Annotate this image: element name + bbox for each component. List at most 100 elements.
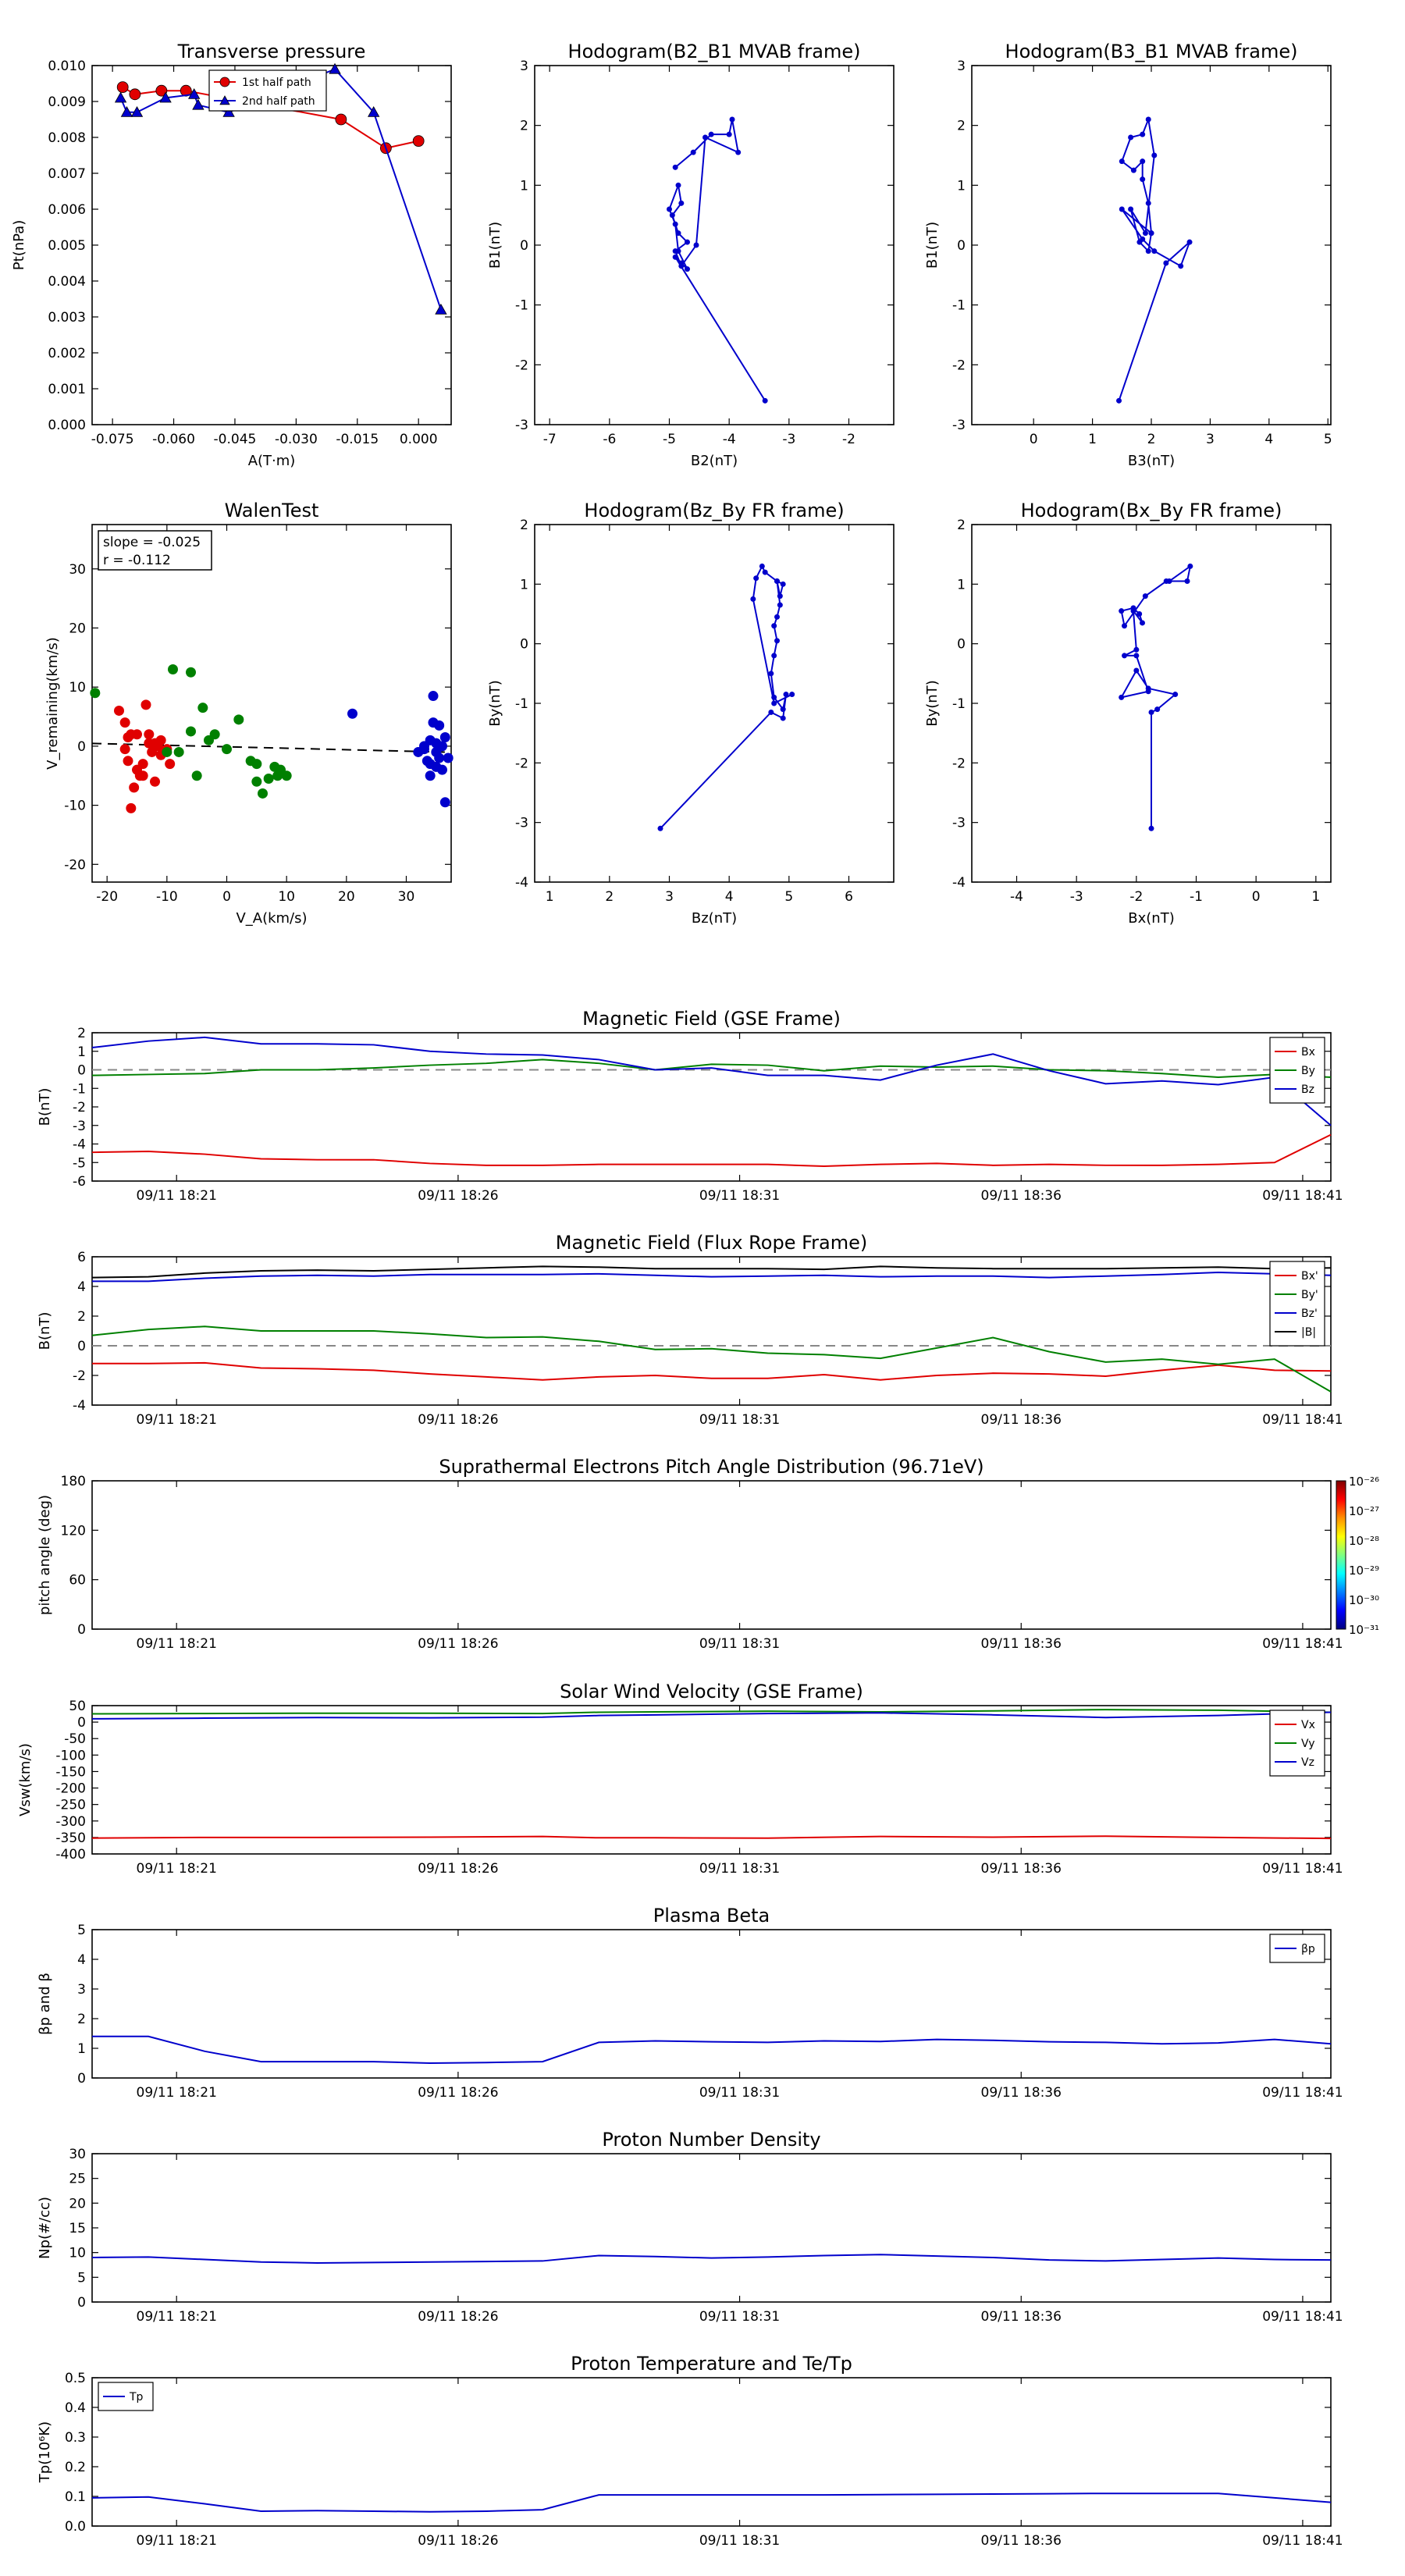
x-tick-label: -2: [1129, 889, 1143, 905]
data-point: [672, 248, 678, 254]
data-point: [1140, 620, 1145, 626]
data-point: [251, 776, 262, 787]
chart-h3: Hodogram(Bz_By FR frame) -4 -3 -2 -1 0 1 2 1 2 3 4 5…: [487, 500, 895, 927]
y-axis-label: βp and β: [37, 1973, 53, 2035]
chart-title: Proton Number Density: [602, 2129, 820, 2151]
data-point: [768, 709, 774, 715]
data-point: [1154, 706, 1161, 713]
data-point: [685, 239, 690, 245]
data-point: [1163, 260, 1169, 266]
data-point: [439, 732, 450, 743]
legend-label: Tp: [129, 2391, 144, 2403]
data-point: [1184, 578, 1190, 585]
series-line: [91, 1711, 1332, 1720]
chart-title: Proton Temperature and Te/Tp: [571, 2353, 852, 2375]
y-tick-label: -2: [73, 1100, 86, 1115]
y-tick-label: -3: [515, 816, 528, 831]
y-axis-label: By(nT): [924, 680, 941, 726]
data-point: [114, 91, 127, 103]
y-tick-label: 15: [69, 2221, 86, 2236]
legend-label: Bz': [1301, 1308, 1318, 1320]
y-tick-label: 25: [69, 2172, 86, 2187]
data-point: [1145, 248, 1151, 254]
data-point: [693, 242, 699, 248]
data-point: [425, 770, 436, 781]
data-point: [771, 694, 777, 700]
x-tick-label: 09/11 18:41: [1262, 1861, 1343, 1877]
x-tick-label: -3: [1070, 889, 1083, 905]
plot-area: [91, 524, 452, 883]
chart-beta: Plasma Beta 0 1 2 3 4 5 09/11 18:21 09/11 18:26 0…: [37, 1905, 1343, 2101]
x-tick-label: 09/11 18:26: [418, 2085, 498, 2101]
data-point: [258, 788, 268, 799]
colorbar-tick-label: 10⁻²⁷: [1349, 1504, 1379, 1518]
y-tick-label: 2: [77, 1309, 86, 1325]
y-tick-label: 0.3: [65, 2430, 86, 2446]
x-tick-label: -0.030: [275, 432, 318, 447]
chart-title: Hodogram(B3_B1 MVAB frame): [1005, 41, 1298, 62]
data-point: [1142, 230, 1148, 237]
data-point: [439, 797, 450, 808]
data-point: [120, 105, 133, 117]
data-point: [1142, 593, 1148, 600]
y-axis-label: Tp(10⁶K): [37, 2421, 53, 2483]
y-tick-label: 0.003: [48, 310, 86, 326]
y-tick-label: 0.009: [48, 94, 86, 110]
legend-label: Bz: [1301, 1083, 1314, 1096]
y-tick-label: 50: [69, 1699, 86, 1714]
plot-area: [91, 1480, 1332, 1630]
x-tick-label: 09/11 18:26: [418, 1412, 498, 1428]
chart-bgse: Magnetic Field (GSE Frame) -6 -5 -4 -3 -2 -1 0 1…: [37, 1008, 1343, 1204]
y-tick-label: 0.5: [65, 2371, 86, 2386]
data-point: [1119, 608, 1125, 614]
data-point: [150, 776, 160, 787]
y-tick-label: 0: [77, 739, 86, 755]
y-tick-label: -2: [952, 756, 966, 771]
data-point: [669, 212, 675, 219]
y-tick-label: 2: [520, 119, 528, 134]
data-point: [774, 614, 780, 620]
x-tick-label: -2: [842, 432, 855, 447]
chart-np: Proton Number Density 0 5 10 15 20 25 30 09/11 1…: [37, 2129, 1343, 2325]
chart-title: Hodogram(B2_B1 MVAB frame): [568, 41, 861, 62]
data-point: [771, 623, 777, 629]
y-axis-label: By(nT): [487, 680, 503, 726]
x-tick-label: 09/11 18:21: [137, 1412, 217, 1428]
y-tick-label: -4: [73, 1137, 86, 1153]
y-tick-label: 6: [77, 1250, 86, 1265]
data-point: [1119, 158, 1125, 165]
x-tick-label: -4: [1010, 889, 1023, 905]
series-line: [92, 2035, 1332, 2065]
y-tick-label: 5: [77, 1923, 86, 1938]
y-tick-label: -5: [73, 1155, 86, 1171]
y-tick-label: -10: [64, 799, 86, 814]
x-tick-label: 4: [725, 889, 734, 905]
data-point: [1133, 646, 1140, 653]
x-tick-label: 09/11 18:41: [1262, 2309, 1343, 2325]
legend-label: βp: [1301, 1943, 1315, 1955]
data-point: [1148, 825, 1154, 831]
data-point: [126, 802, 137, 813]
x-axis-label: B2(nT): [691, 453, 738, 469]
y-axis-label: B(nT): [37, 1088, 53, 1126]
chart-title: Magnetic Field (Flux Rope Frame): [556, 1232, 867, 1254]
y-tick-label: 1: [77, 1044, 86, 1060]
data-point: [191, 770, 202, 781]
chart-title: Transverse pressure: [177, 41, 366, 62]
data-point: [425, 759, 436, 770]
data-point: [329, 62, 341, 74]
data-point: [434, 753, 445, 763]
y-tick-label: 20: [69, 621, 86, 636]
data-point: [1145, 116, 1151, 123]
data-point: [368, 105, 380, 117]
x-tick-label: 20: [338, 889, 355, 905]
y-tick-label: -1: [515, 696, 528, 712]
y-tick-label: 0: [520, 637, 528, 653]
data-point: [777, 593, 783, 600]
data-point: [159, 91, 172, 103]
x-tick-label: 09/11 18:36: [981, 2309, 1062, 2325]
series-line: [660, 564, 793, 829]
data-point: [435, 303, 447, 315]
chart-bfr: Magnetic Field (Flux Rope Frame) -4 -2 0 2 4 6…: [37, 1232, 1343, 1428]
